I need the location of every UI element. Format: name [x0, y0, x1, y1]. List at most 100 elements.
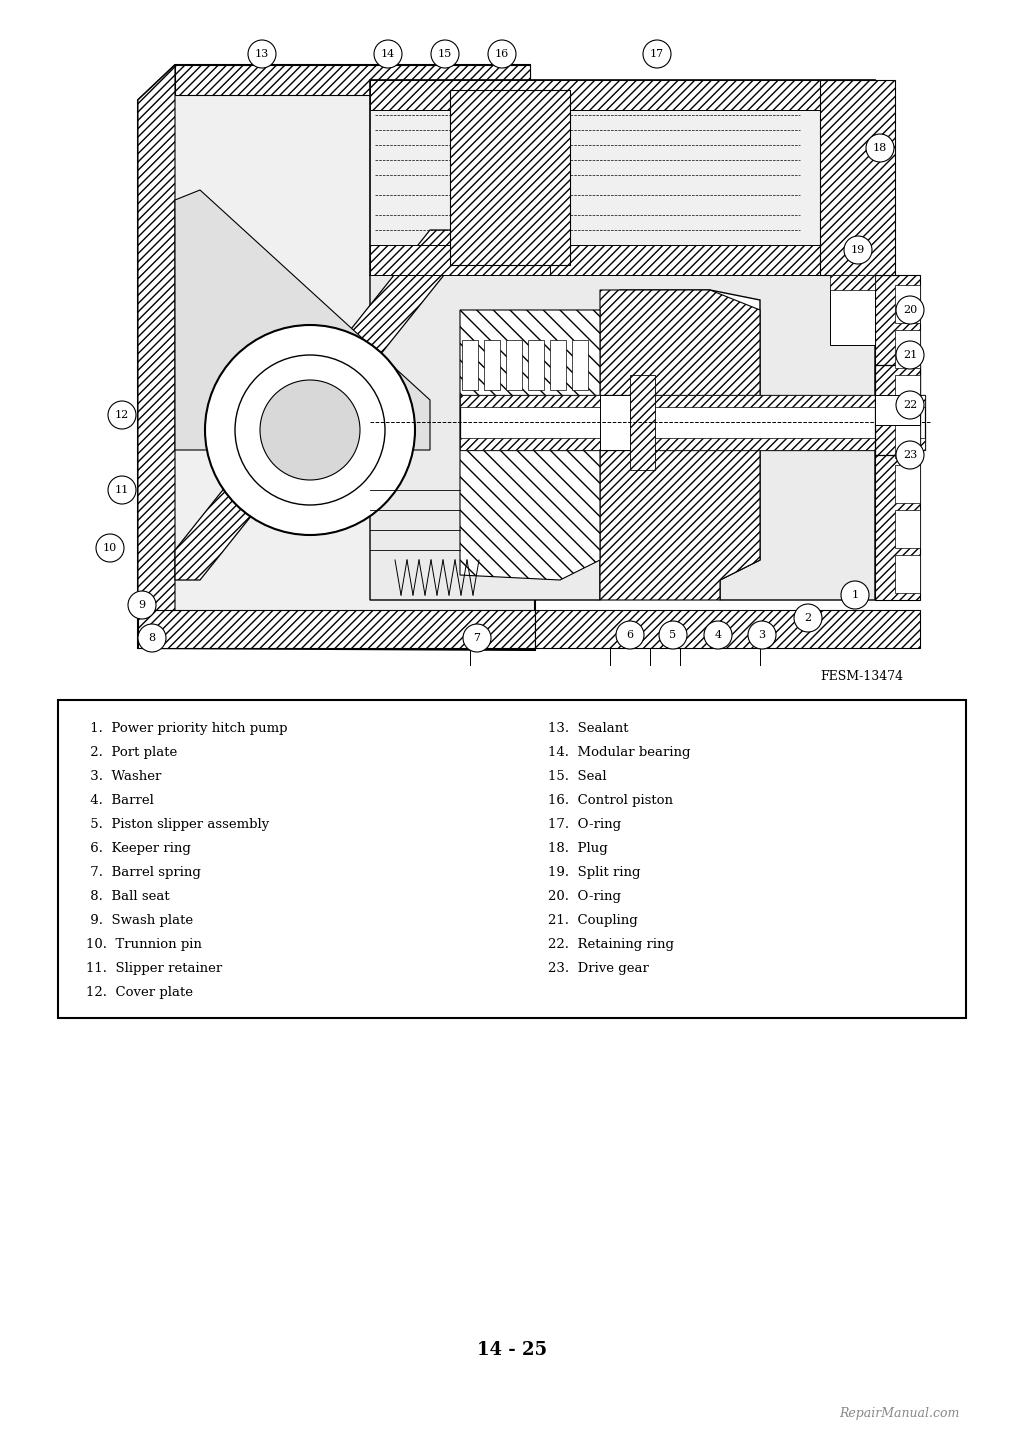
Circle shape: [866, 135, 894, 162]
Text: 22: 22: [903, 400, 918, 410]
Bar: [895, 285, 920, 323]
Text: 6: 6: [627, 630, 634, 640]
Circle shape: [844, 236, 872, 264]
Text: 9: 9: [138, 599, 145, 610]
Text: 10.  Trunnion pin: 10. Trunnion pin: [86, 938, 202, 951]
Circle shape: [841, 581, 869, 610]
Text: 1.  Power priority hitch pump: 1. Power priority hitch pump: [86, 723, 288, 736]
Text: 7.  Barrel spring: 7. Barrel spring: [86, 866, 201, 879]
Text: 20.  O-ring: 20. O-ring: [548, 891, 621, 904]
Circle shape: [488, 41, 516, 68]
Bar: [460, 395, 925, 450]
Polygon shape: [138, 65, 175, 649]
Circle shape: [96, 534, 124, 562]
Bar: [370, 245, 820, 275]
Text: 13: 13: [255, 49, 269, 59]
Bar: [830, 275, 874, 290]
Bar: [462, 340, 478, 390]
Circle shape: [234, 355, 385, 505]
Circle shape: [896, 295, 924, 324]
Circle shape: [431, 41, 459, 68]
Circle shape: [705, 621, 732, 649]
Circle shape: [643, 41, 671, 68]
Bar: [58, 699, 966, 1018]
Polygon shape: [175, 190, 430, 450]
Circle shape: [659, 621, 687, 649]
Text: 22.  Retaining ring: 22. Retaining ring: [548, 938, 674, 951]
Text: 14: 14: [381, 49, 395, 59]
Circle shape: [896, 340, 924, 369]
Text: 16.  Control piston: 16. Control piston: [548, 794, 673, 807]
Text: 23: 23: [903, 450, 918, 460]
Bar: [874, 395, 920, 426]
Polygon shape: [874, 275, 920, 599]
Text: 15: 15: [438, 49, 453, 59]
Bar: [450, 90, 570, 265]
Text: 9.  Swash plate: 9. Swash plate: [86, 914, 194, 927]
Bar: [572, 340, 588, 390]
Text: 19: 19: [851, 245, 865, 255]
Circle shape: [138, 624, 166, 652]
Text: 16: 16: [495, 49, 509, 59]
Polygon shape: [600, 290, 760, 599]
Text: 17: 17: [650, 49, 664, 59]
Bar: [895, 555, 920, 594]
Text: 2.  Port plate: 2. Port plate: [86, 746, 177, 759]
Circle shape: [463, 624, 490, 652]
Text: 14 - 25: 14 - 25: [477, 1341, 547, 1360]
Bar: [895, 330, 920, 368]
Bar: [895, 375, 920, 413]
Bar: [895, 465, 920, 502]
Circle shape: [128, 591, 156, 618]
Text: 5: 5: [670, 630, 677, 640]
Circle shape: [108, 401, 136, 429]
Text: 23.  Drive gear: 23. Drive gear: [548, 961, 649, 975]
Text: RepairManual.com: RepairManual.com: [840, 1407, 961, 1420]
Text: 1: 1: [851, 589, 858, 599]
Polygon shape: [370, 275, 874, 599]
Polygon shape: [138, 610, 535, 649]
Circle shape: [108, 476, 136, 504]
Text: 6.  Keeper ring: 6. Keeper ring: [86, 841, 190, 854]
Text: 13.  Sealant: 13. Sealant: [548, 723, 629, 736]
Text: 17.  O-ring: 17. O-ring: [548, 818, 622, 831]
Polygon shape: [138, 65, 535, 650]
Bar: [820, 80, 895, 275]
Circle shape: [748, 621, 776, 649]
Text: 10: 10: [102, 543, 117, 553]
Bar: [895, 510, 920, 547]
Text: 19.  Split ring: 19. Split ring: [548, 866, 640, 879]
Bar: [460, 395, 925, 407]
Text: 5.  Piston slipper assembly: 5. Piston slipper assembly: [86, 818, 269, 831]
Circle shape: [616, 621, 644, 649]
Bar: [630, 375, 655, 471]
Text: 11: 11: [115, 485, 129, 495]
Text: 15.  Seal: 15. Seal: [548, 770, 606, 783]
Text: 12: 12: [115, 410, 129, 420]
Bar: [874, 365, 920, 455]
Circle shape: [205, 324, 415, 534]
Polygon shape: [535, 610, 920, 649]
Text: 2: 2: [805, 613, 812, 623]
Circle shape: [248, 41, 276, 68]
Circle shape: [896, 442, 924, 469]
Text: 18: 18: [872, 143, 887, 153]
Text: 4.  Barrel: 4. Barrel: [86, 794, 154, 807]
Bar: [895, 420, 920, 458]
Text: 7: 7: [473, 633, 480, 643]
Bar: [484, 340, 500, 390]
Text: FESM-13474: FESM-13474: [820, 670, 903, 683]
Bar: [506, 340, 522, 390]
Bar: [370, 80, 874, 275]
Polygon shape: [460, 310, 600, 581]
Text: 14.  Modular bearing: 14. Modular bearing: [548, 746, 690, 759]
Circle shape: [896, 391, 924, 418]
Text: 4: 4: [715, 630, 722, 640]
Bar: [370, 80, 820, 110]
Bar: [600, 395, 630, 450]
Polygon shape: [175, 230, 460, 581]
Bar: [550, 340, 566, 390]
Circle shape: [374, 41, 402, 68]
Text: 21.  Coupling: 21. Coupling: [548, 914, 638, 927]
Text: 3.  Washer: 3. Washer: [86, 770, 162, 783]
